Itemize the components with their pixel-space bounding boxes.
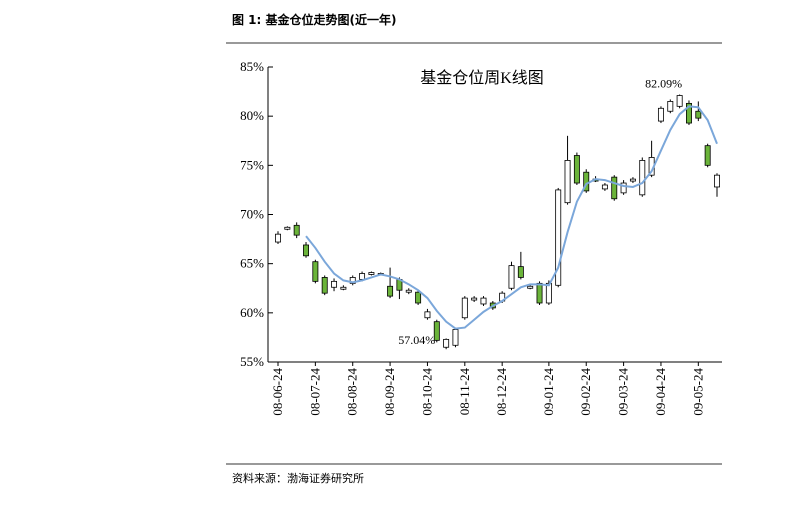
candle-body — [704, 145, 711, 166]
candle-body — [303, 244, 309, 257]
figure-title: 图 1: 基金仓位走势图(近一年) — [232, 12, 396, 27]
candle-body — [331, 280, 338, 288]
y-tick-label: 60% — [240, 305, 264, 320]
candle-body — [275, 233, 281, 243]
annotation: 82.09% — [645, 77, 682, 91]
candle-body — [573, 155, 580, 184]
x-tick-label: 09-05-24 — [690, 368, 705, 416]
candle-body — [443, 338, 450, 348]
candle-body — [480, 297, 487, 305]
candle-body — [415, 291, 422, 304]
candle-body — [471, 297, 478, 301]
x-tick-label: 08-10-24 — [419, 368, 434, 416]
x-tick-label: 08-12-24 — [494, 368, 509, 416]
ma-line — [305, 105, 718, 330]
x-tick-label: 09-02-24 — [578, 368, 593, 416]
candle-body — [695, 110, 702, 119]
candle-body — [667, 101, 674, 112]
candle-body — [387, 285, 394, 297]
candle-body — [508, 265, 515, 289]
candle-body — [527, 285, 534, 289]
candle-body — [629, 178, 636, 182]
candle-body — [601, 184, 608, 190]
candle-body — [555, 189, 562, 286]
candle-body — [405, 289, 412, 293]
candle-body — [359, 273, 366, 280]
y-tick-label: 85% — [240, 59, 264, 74]
x-tick-label: 09-03-24 — [616, 368, 631, 416]
candle-body — [639, 160, 646, 196]
y-tick-label: 65% — [240, 256, 264, 271]
candle-body — [452, 329, 459, 346]
candle-body — [714, 174, 720, 188]
candle-body — [461, 297, 468, 319]
candle-body — [620, 182, 627, 194]
candle-body — [293, 224, 300, 236]
candle-body — [686, 102, 692, 124]
chart-title: 基金仓位周K线图 — [420, 69, 544, 87]
candle-body — [340, 286, 347, 290]
x-tick-label: 08-07-24 — [307, 368, 322, 416]
y-tick-label: 70% — [240, 207, 264, 222]
y-tick-label: 80% — [240, 108, 264, 123]
candle-body — [564, 160, 571, 204]
candle-body — [676, 95, 683, 107]
x-tick-label: 09-01-24 — [541, 368, 556, 416]
x-tick-label: 08-08-24 — [345, 368, 360, 416]
candle-body — [611, 176, 618, 200]
candle-body — [657, 107, 664, 122]
source: 资料来源：渤海证券研究所 — [232, 471, 364, 485]
candle-body — [433, 321, 440, 341]
y-tick-label: 55% — [240, 354, 264, 369]
x-tick-label: 08-11-24 — [457, 368, 472, 416]
x-tick-label: 08-06-24 — [270, 368, 285, 416]
candle-body — [424, 311, 431, 319]
x-tick-label: 09-04-24 — [653, 368, 668, 416]
annotation: 57.04% — [398, 333, 435, 347]
candle-body — [312, 261, 319, 282]
y-tick-label: 75% — [240, 157, 264, 172]
candle-body — [536, 282, 543, 304]
candle-body — [368, 272, 375, 275]
candle-body — [321, 277, 328, 294]
candle-body — [284, 226, 291, 230]
candle-body — [517, 266, 524, 278]
x-tick-label: 08-09-24 — [382, 368, 397, 416]
